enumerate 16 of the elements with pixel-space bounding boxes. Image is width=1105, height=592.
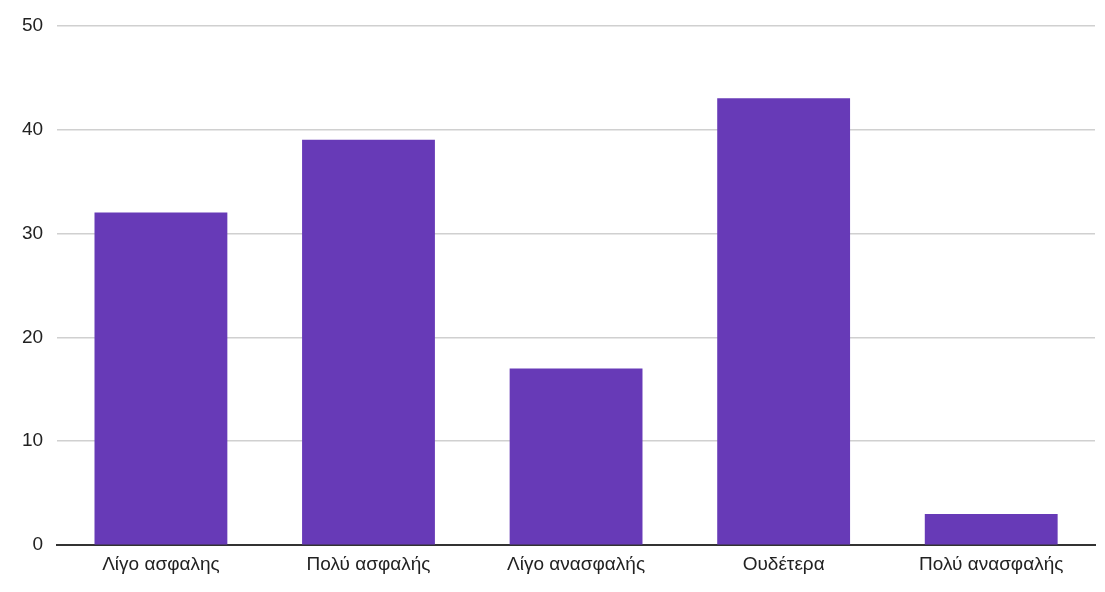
bar — [509, 368, 643, 545]
x-tick-label: Πολύ ανασφαλής — [919, 552, 1064, 574]
x-tick-label: Ουδέτερα — [742, 552, 825, 574]
bar — [717, 98, 851, 545]
x-tick-label: Πολύ ασφαλής — [306, 552, 431, 574]
y-tick-label: 30 — [21, 221, 44, 243]
bar — [302, 139, 435, 545]
bar — [924, 514, 1058, 545]
bar — [94, 212, 228, 545]
x-tick-label: Λίγο ασφαλης — [102, 552, 220, 574]
y-tick-label: 50 — [21, 13, 44, 35]
y-tick-label: 10 — [21, 429, 44, 451]
y-tick-label: 0 — [32, 533, 44, 555]
x-tick-label: Λίγο ανασφαλής — [507, 552, 646, 574]
y-tick-label: 20 — [21, 325, 44, 347]
y-tick-label: 40 — [21, 117, 44, 139]
